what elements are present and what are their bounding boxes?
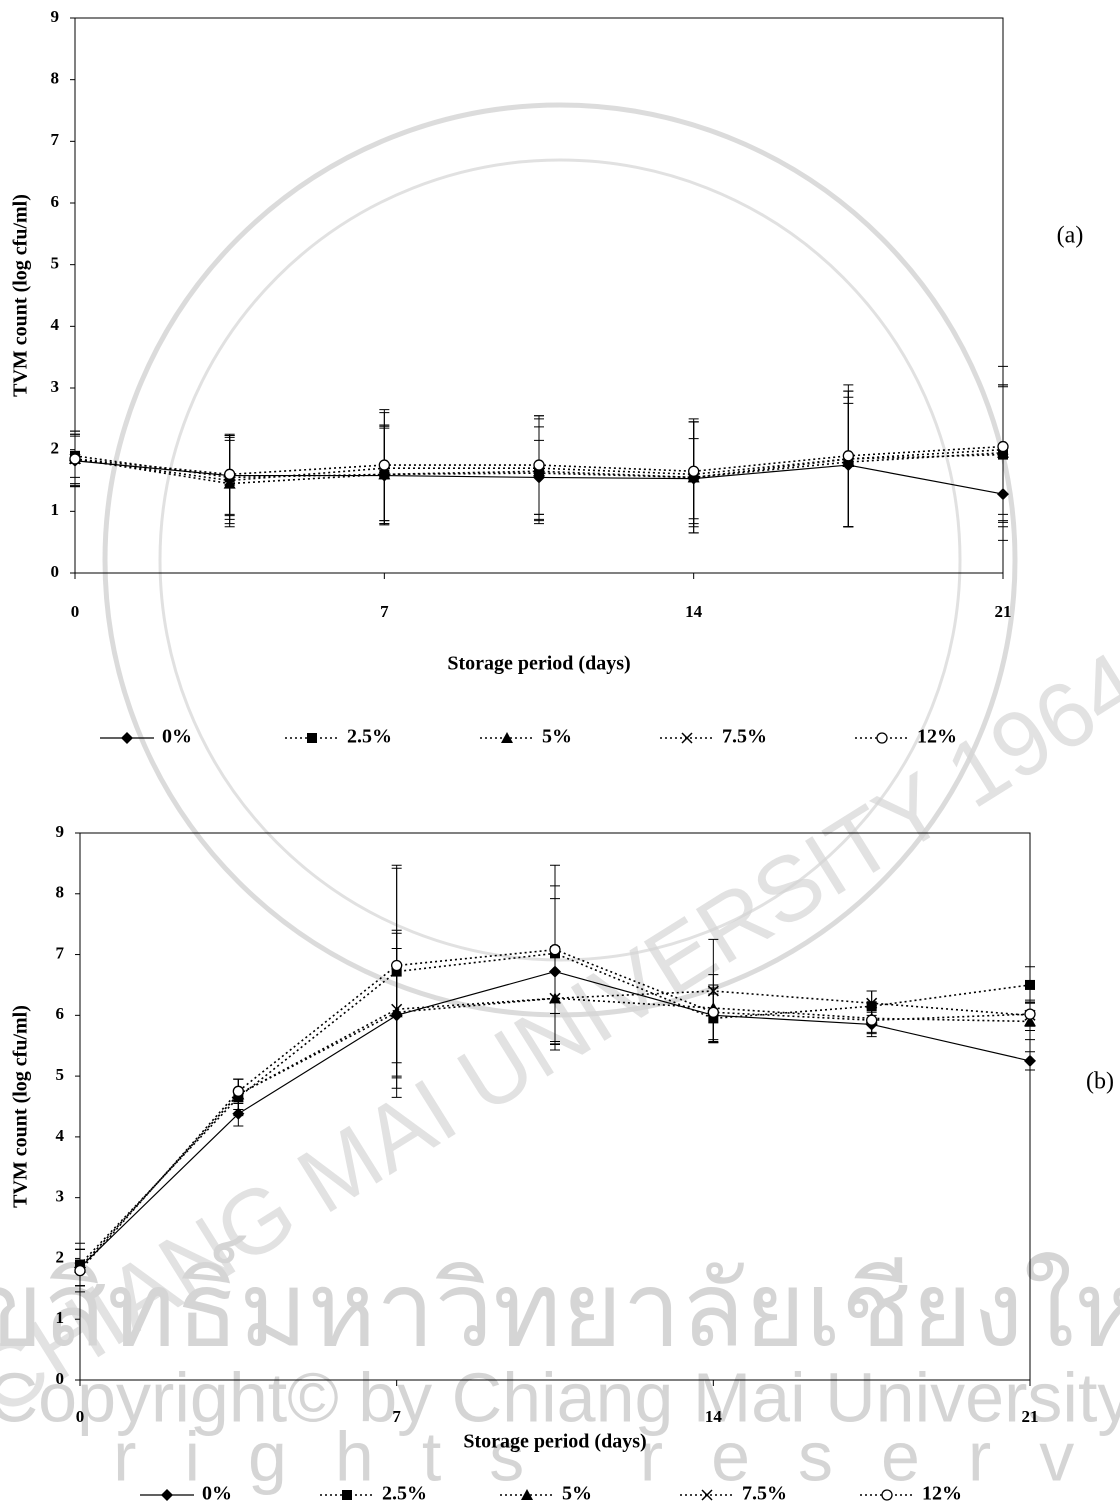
marker [681, 732, 693, 744]
seal-ring [158, 158, 962, 962]
marker [342, 1490, 352, 1500]
x-tick-label: 14 [705, 1407, 723, 1426]
marker [549, 944, 561, 956]
plot-frame [79, 832, 1031, 1381]
plot-frame [74, 17, 1004, 574]
legend-label: 2.5% [347, 726, 392, 748]
chart: 0 1 2 3 4 5 6 7 8 9 0 7 14 21 Storage period (days) TVM… [10, 822, 1114, 1505]
marker [707, 1006, 719, 1018]
x-tick-label: 21 [995, 602, 1012, 621]
marker [121, 732, 133, 744]
marker [69, 453, 81, 465]
marker [533, 459, 545, 471]
legend-label: 12% [922, 1483, 962, 1505]
marker [378, 459, 390, 471]
watermark-text: ลิขสิทธิ์มหาวิทยาลัยเชียงใหม่ [0, 1235, 1120, 1368]
y-tick-label: 0 [51, 562, 60, 581]
y-tick-label: 6 [56, 1004, 65, 1023]
y-tick-label: 1 [51, 500, 60, 519]
marker [161, 1489, 173, 1501]
marker [1024, 1008, 1036, 1020]
marker [876, 732, 888, 744]
y-tick-label: 3 [56, 1187, 65, 1206]
x-tick-label: 7 [380, 602, 389, 621]
panel-label: (a) [1057, 223, 1084, 249]
y-tick-label: 6 [51, 192, 60, 211]
y-tick-label: 1 [56, 1308, 65, 1327]
y-axis-title: TVM count (log cfu/ml) [10, 194, 32, 397]
marker [501, 732, 513, 743]
chart: 0 1 2 3 4 5 6 7 8 9 0 7 14 21 Storage period (days) TVM… [10, 7, 1084, 748]
legend-label: 7.5% [742, 1483, 787, 1505]
y-tick-label: 7 [51, 130, 60, 149]
legend-label: 7.5% [722, 726, 767, 748]
y-tick-label: 8 [51, 69, 60, 88]
legend-label: 5% [562, 1483, 592, 1505]
x-tick-label: 14 [685, 602, 703, 621]
marker [307, 733, 317, 743]
marker [391, 959, 403, 972]
legend-label: 5% [542, 726, 572, 748]
marker [1025, 979, 1035, 990]
y-tick-label: 5 [56, 1065, 65, 1084]
marker [232, 1085, 244, 1097]
y-tick-label: 3 [51, 377, 60, 396]
x-tick-label: 7 [392, 1407, 401, 1426]
marker [521, 1489, 533, 1500]
legend-label: 0% [202, 1483, 232, 1505]
seal-ring [102, 102, 1018, 1018]
x-tick-label: 0 [71, 602, 80, 621]
marker [842, 450, 854, 462]
marker [866, 1014, 878, 1026]
legend-label: 0% [162, 726, 192, 748]
marker [997, 440, 1009, 453]
marker [701, 1489, 713, 1501]
y-tick-label: 7 [56, 943, 65, 962]
y-axis-title: TVM count (log cfu/ml) [10, 1005, 32, 1208]
y-tick-label: 9 [51, 7, 60, 26]
watermark: CHIANG MAI UNIVERSITY 1964 ลิขสิทธิ์มหาว… [0, 102, 1120, 1495]
watermark-text: Copyright© by Chiang Mai University [0, 1358, 1120, 1436]
y-tick-label: 4 [56, 1126, 65, 1145]
watermark-text: All rights reserved [0, 1417, 1120, 1495]
marker [74, 1264, 86, 1277]
x-tick-label: 21 [1022, 1407, 1039, 1426]
marker [688, 465, 700, 477]
legend-label: 2.5% [382, 1483, 427, 1505]
marker [1024, 1054, 1036, 1067]
marker [224, 468, 236, 480]
marker [866, 997, 878, 1009]
marker [881, 1489, 893, 1501]
x-axis-title: Storage period (days) [463, 1431, 646, 1453]
y-tick-label: 8 [56, 883, 65, 902]
y-tick-label: 2 [56, 1247, 65, 1266]
y-tick-label: 4 [51, 315, 60, 334]
y-tick-label: 0 [56, 1369, 65, 1388]
panel-label: (b) [1086, 1069, 1114, 1095]
x-axis-title: Storage period (days) [447, 653, 630, 675]
x-tick-label: 0 [76, 1407, 85, 1426]
legend-label: 12% [917, 726, 957, 748]
y-tick-label: 2 [51, 439, 60, 458]
y-tick-label: 9 [56, 822, 65, 841]
y-tick-label: 5 [51, 254, 60, 273]
